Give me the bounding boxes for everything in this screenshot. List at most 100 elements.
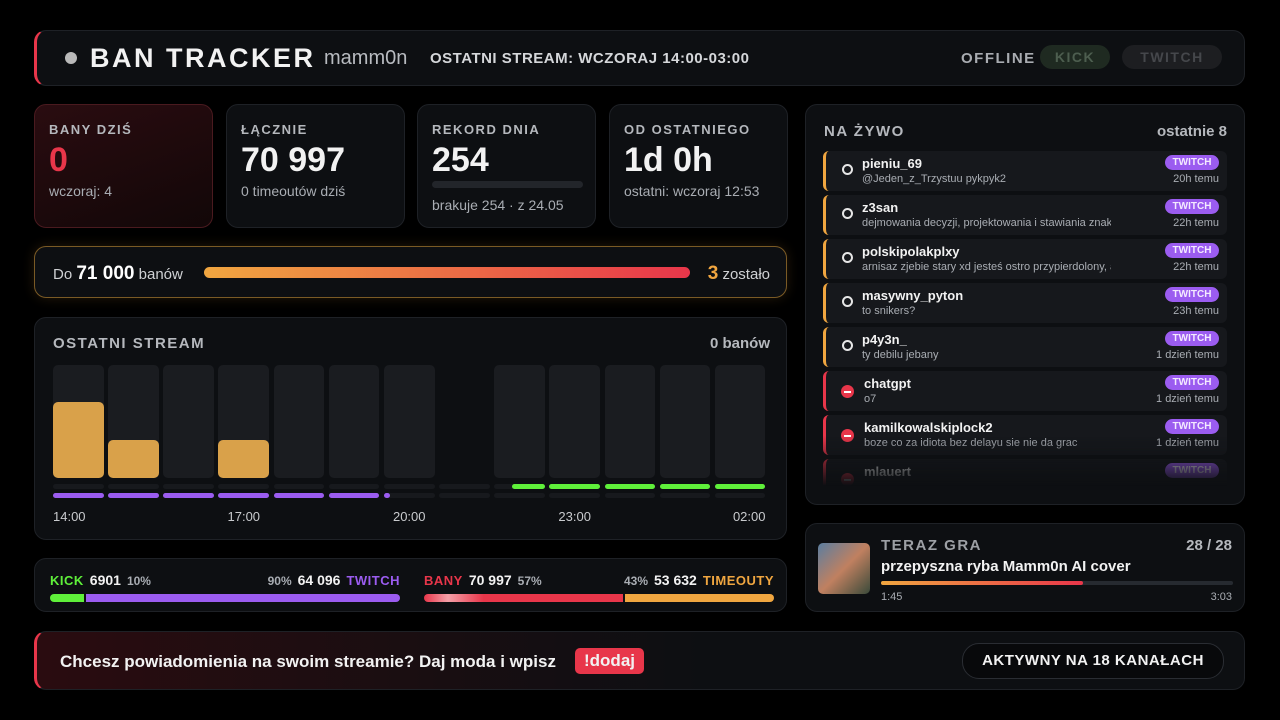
feed-item[interactable]: chatgpt o7 TWITCH 1 dzień temu xyxy=(823,371,1227,411)
footer-text: Chcesz powiadomienia na swoim streamie? … xyxy=(60,652,556,671)
cover-art xyxy=(818,543,870,594)
slot-bg xyxy=(659,365,711,478)
stat-card: OD OSTATNIEGO 1d 0h ostatni: wczoraj 12:53 xyxy=(609,104,788,228)
splits-panel: KICK 6901 10% 90% 64 096 TWITCH BANY 70 997 57% 4… xyxy=(34,558,787,612)
np-title: TERAZ GRA xyxy=(881,537,982,554)
kick-track xyxy=(108,484,159,489)
twitch-segment xyxy=(328,493,380,498)
twitch-track xyxy=(659,493,711,498)
np-track xyxy=(881,581,1233,585)
feed-item[interactable]: p4y3n_ ty debilu jebany TWITCH 1 dzień temu xyxy=(823,327,1227,367)
feed-item[interactable]: polskipolakplxy arnisaz zjebie stary xd j… xyxy=(823,239,1227,279)
live-feed: pieniu_69 @Jeden_z_Trzystuu pykpyk2 TWITCH… xyxy=(806,151,1246,486)
kick-segment xyxy=(511,484,545,489)
slot-bg xyxy=(273,365,325,478)
goal: Do 71 000 banów 3 zostało xyxy=(34,246,787,298)
stat-sub: ostatni: wczoraj 12:53 xyxy=(624,183,760,199)
split-bar xyxy=(424,594,623,602)
twitch-track xyxy=(604,493,656,498)
split-name: KICK xyxy=(50,573,84,588)
twitch-track xyxy=(714,493,766,498)
timeout-icon xyxy=(842,208,853,219)
time: 1 dzień temu xyxy=(1156,437,1219,449)
stat-sub: wczoraj: 4 xyxy=(49,183,113,199)
np-position: 28 / 28 xyxy=(1186,537,1232,554)
username: mlauert xyxy=(864,464,911,479)
kick-segment xyxy=(659,484,711,489)
time-label: 17:00 xyxy=(227,509,261,524)
split-right: 43% 53 632 TIMEOUTY xyxy=(624,572,774,588)
twitch-track xyxy=(439,493,490,498)
status: OFFLINE xyxy=(961,50,1036,67)
platform-pill[interactable]: KICK xyxy=(1040,45,1110,69)
channel: mamm0n xyxy=(324,47,408,69)
feed-item[interactable]: masywny_pyton to snikers? TWITCH 23h temu xyxy=(823,283,1227,323)
split: KICK 6901 10% 90% 64 096 TWITCH xyxy=(50,572,400,606)
stat-card: ŁĄCZNIE 70 997 0 timeoutów dziś xyxy=(226,104,405,228)
ban-icon-bar xyxy=(844,390,851,393)
goal-progress xyxy=(204,267,690,278)
feed-item[interactable]: pieniu_69 @Jeden_z_Trzystuu pykpyk2 TWITCH… xyxy=(823,151,1227,191)
remaining-label: zostało xyxy=(722,266,770,283)
time-label: 23:00 xyxy=(558,509,591,524)
stream-summary: 0 banów xyxy=(709,335,770,352)
message: boze co za idiota bez delayu sie nie da … xyxy=(864,437,1078,449)
timeout-icon xyxy=(842,252,853,263)
kick-segment xyxy=(549,484,601,489)
split-share: 10% xyxy=(126,574,151,588)
message: ty debilu jebany xyxy=(862,349,939,361)
kick-track xyxy=(328,484,380,489)
feed-item[interactable]: mlauert TWITCH xyxy=(823,459,1227,486)
goal-target: 71 000 xyxy=(76,263,135,284)
timeout-icon xyxy=(842,340,853,351)
platform-badge: TWITCH xyxy=(1165,419,1219,434)
np-elapsed: 1:45 xyxy=(881,591,903,603)
stat-value: 254 xyxy=(432,141,489,179)
time-label: 02:00 xyxy=(732,509,766,524)
timeout-icon xyxy=(842,296,853,307)
split-count: 53 632 xyxy=(654,572,697,588)
time: 22h temu xyxy=(1173,261,1219,273)
stat-label: OD OSTATNIEGO xyxy=(624,122,751,137)
kick-track xyxy=(273,484,325,489)
split-share: 43% xyxy=(623,574,648,588)
stat-sub: 0 timeoutów dziś xyxy=(241,183,346,199)
split-count: 6901 xyxy=(89,572,121,588)
feed-item[interactable]: z3san dejmowania decyzji, projektowania i… xyxy=(823,195,1227,235)
command[interactable]: !dodaj xyxy=(575,648,644,674)
time: 23h temu xyxy=(1173,305,1219,317)
goal-prefix: Do xyxy=(53,266,73,283)
split-share: 90% xyxy=(267,574,292,588)
twitch-track xyxy=(494,493,545,498)
feed-item[interactable]: kamilkowalskiplock2 boze co za idiota bez… xyxy=(823,415,1227,455)
goal-remaining: 3 zostało xyxy=(708,263,770,285)
last-stream: OSTATNI STREAM: WCZORAJ 14:00-03:00 xyxy=(430,50,750,67)
kick-track xyxy=(53,484,104,489)
header: BAN TRACKER mamm0n OSTATNI STREAM: WCZOR… xyxy=(34,30,1245,86)
platform-badge: TWITCH xyxy=(1165,287,1219,302)
platform-pill[interactable]: TWITCH xyxy=(1122,45,1222,69)
live-summary: ostatnie 8 xyxy=(1156,123,1227,140)
live-panel: NA ŻYWO ostatnie 8 pieniu_69 @Jeden_z_Trz… xyxy=(805,104,1245,505)
ban-icon-bar xyxy=(844,478,851,481)
time-label: 20:00 xyxy=(392,509,426,524)
channels-badge[interactable]: AKTYWNY NA 18 KANAŁACH xyxy=(962,643,1224,679)
stat-value: 70 997 xyxy=(241,141,345,179)
record-track xyxy=(432,181,583,188)
now-playing: TERAZ GRA 28 / 28 przepyszna ryba Mamm0n… xyxy=(805,523,1245,612)
kick-segment xyxy=(604,484,656,489)
stat-card: REKORD DNIA 254 brakuje 254 · z 24.05 xyxy=(417,104,596,228)
stat-card: BANY DZIŚ 0 wczoraj: 4 xyxy=(34,104,213,228)
split-name: TWITCH xyxy=(346,573,400,588)
kick-segment xyxy=(714,484,766,489)
platform-badge: TWITCH xyxy=(1165,463,1219,478)
time: 1 dzień temu xyxy=(1156,349,1219,361)
footer: Chcesz powiadomienia na swoim streamie? … xyxy=(34,631,1245,690)
message: @Jeden_z_Trzystuu pykpyk2 xyxy=(862,173,1007,185)
stat-value: 1d 0h xyxy=(624,141,713,179)
split-left: KICK 6901 10% xyxy=(50,572,151,588)
username: kamilkowalskiplock2 xyxy=(864,420,993,435)
split-count: 64 096 xyxy=(297,572,341,588)
username: z3san xyxy=(862,200,899,215)
platform-badge: TWITCH xyxy=(1165,155,1219,170)
